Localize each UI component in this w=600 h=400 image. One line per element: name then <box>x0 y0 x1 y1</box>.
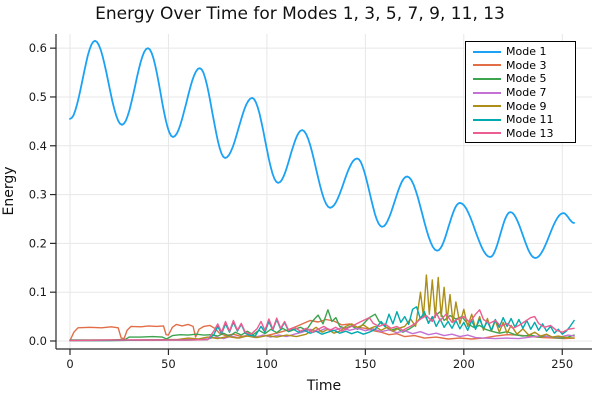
legend-label: Mode 5 <box>506 72 547 86</box>
x-tick-label: 0 <box>66 357 73 371</box>
series-line-mode-7 <box>69 327 575 342</box>
legend-line-swatch <box>473 132 501 135</box>
y-tick-label: 0.6 <box>29 41 47 55</box>
legend-line-swatch <box>473 91 501 94</box>
legend-label: Mode 7 <box>506 86 547 100</box>
x-tick-label: 50 <box>161 357 176 371</box>
legend-line-swatch <box>473 105 501 108</box>
series-line-mode-11 <box>69 306 575 342</box>
y-tick-label: 0.5 <box>29 90 47 104</box>
x-tick-label: 200 <box>453 357 475 371</box>
legend-label: Mode 11 <box>506 113 554 127</box>
y-tick-label: 0.3 <box>29 188 47 202</box>
y-tick-label: 0.0 <box>29 334 47 348</box>
legend-line-swatch <box>473 64 501 67</box>
x-axis-label: Time <box>306 378 342 394</box>
legend-entry-mode-1: Mode 1 <box>466 45 575 59</box>
legend-line-swatch <box>473 50 501 53</box>
legend-line-swatch <box>473 77 501 80</box>
legend-label: Mode 9 <box>506 99 547 113</box>
legend-line-swatch <box>473 118 501 121</box>
chart-title: Energy Over Time for Modes 1, 3, 5, 7, 9… <box>95 4 505 24</box>
legend-entry-mode-7: Mode 7 <box>466 86 575 100</box>
y-tick-label: 0.2 <box>29 236 47 250</box>
legend-entry-mode-3: Mode 3 <box>466 59 575 73</box>
x-tick-label: 150 <box>354 357 376 371</box>
legend-box: Mode 1 Mode 3 Mode 5 Mode 7 Mode 9 Mode 11 Mod… <box>465 41 576 144</box>
legend-label: Mode 13 <box>506 126 554 140</box>
legend-entry-mode-11: Mode 11 <box>466 113 575 127</box>
x-tick-label: 250 <box>551 357 573 371</box>
series-line-mode-9 <box>69 274 575 342</box>
legend-label: Mode 3 <box>506 58 547 72</box>
legend-label: Mode 1 <box>506 45 547 59</box>
legend-entry-mode-5: Mode 5 <box>466 72 575 86</box>
y-tick-label: 0.4 <box>29 139 47 153</box>
legend-entry-mode-13: Mode 13 <box>466 127 575 141</box>
x-tick-label: 100 <box>256 357 278 371</box>
y-tick-label: 0.1 <box>29 285 47 299</box>
series-line-mode-1 <box>69 39 575 259</box>
series-line-mode-13 <box>69 309 575 342</box>
legend-entry-mode-9: Mode 9 <box>466 99 575 113</box>
